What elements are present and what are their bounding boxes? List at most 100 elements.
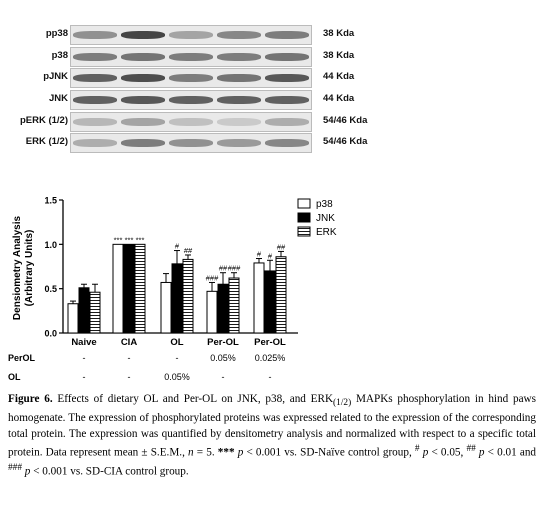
legend-label: ERK [316,227,337,238]
blot-label: ERK (1/2) [25,136,68,147]
bar-p38 [112,243,124,334]
caption-text-3: = 5. [193,446,218,459]
blot-band [73,74,117,82]
blot-label: pJNK [43,71,68,82]
significance-marker: ## [184,246,193,255]
caption-sup-3: ### [8,462,22,473]
y-tick-label: 0.5 [44,284,57,294]
blot-band [265,139,309,147]
blot-band [217,53,261,61]
blot-band [73,53,117,61]
caption-p1: p [234,446,244,459]
blot-band [265,53,309,61]
caption-text-4: < 0.001 vs. SD-Naïve control group, [243,446,415,459]
treatment-cell: - [176,353,179,363]
legend-swatch-erk [297,226,311,237]
bar-jnk [217,283,229,334]
bar-erk [228,277,240,334]
significance-marker: # [257,250,262,259]
blot-kda: 54/46 Kda [323,136,368,147]
bar-p38 [160,281,172,334]
treatment-cell: 0.025% [255,353,286,363]
blot-strip [70,47,312,67]
y-tick-label: 1.0 [44,240,57,250]
caption-stars: *** [217,446,235,459]
significance-marker: *** [114,235,123,244]
bar-jnk [123,243,135,334]
blot-band [217,139,261,147]
bar-erk [89,291,101,334]
x-category-label: Per-OL [254,337,286,348]
blot-label: pp38 [45,28,68,39]
significance-marker: ### [228,264,241,273]
bar-jnk [78,287,90,334]
blot-strip [70,68,312,88]
blot-band [121,139,165,147]
x-category-label: Per-OL [207,337,239,348]
blot-kda: 38 Kda [323,28,355,39]
caption-p4: p [22,465,31,478]
y-axis-label: Densiometry Analysis [12,216,23,321]
blot-band [73,31,117,39]
blot-band [169,139,213,147]
caption-n: n [188,446,194,459]
significance-marker: *** [125,235,134,244]
treatment-cell: - [128,372,131,382]
blot-band [169,53,213,61]
treatment-row-label: PerOL [8,353,36,363]
blot-band [265,96,309,104]
blot-band [217,31,261,39]
blot-label: p38 [51,50,68,61]
bar-p38 [206,290,218,334]
blot-band [73,139,117,147]
caption-text-2: MAPKs phosphorylation in hind paws homog… [8,393,536,459]
blot-strip [70,112,312,132]
caption-sup-1: # [414,443,420,454]
bar-erk [275,256,287,334]
plot-area: 0.0 0.5 1.0 1.5 Densiometry Analysis (Arbitra… [8,196,337,383]
caption-text-6: < 0.01 and [484,446,537,459]
caption-sup-2: ## [466,443,476,454]
bar-erk [134,243,146,334]
caption-p3: p [475,446,485,459]
treatment-cell: - [83,353,86,363]
blot-band [169,96,213,104]
blot-strip [70,25,312,45]
x-category-label: Naive [71,337,96,348]
caption-text-7: < 0.001 vs. SD-CIA control group. [30,465,189,478]
legend-label: JNK [316,213,335,224]
x-category-label: CIA [121,337,138,348]
blot-band [121,31,165,39]
blot-kda: 54/46 Kda [323,115,368,126]
blot-label: pERK (1/2) [19,115,68,126]
blot-band [73,118,117,126]
treatment-cell: 0.05% [210,353,236,363]
blot-band [121,74,165,82]
significance-marker: ## [219,264,228,273]
y-tick-label: 1.5 [44,196,57,206]
significance-marker: ## [277,242,286,251]
figure-label: Figure 6. [8,393,53,405]
legend-swatch-jnk [297,212,311,223]
blot-band [121,118,165,126]
caption-subscript: (1/2) [333,398,352,409]
treatment-cell: 0.05% [164,372,190,382]
blot-strip [70,133,312,153]
blot-kda: 38 Kda [323,50,355,61]
treatment-cell: - [128,353,131,363]
blot-band [169,31,213,39]
treatment-cell: - [269,372,272,382]
significance-marker: *** [136,235,145,244]
significance-marker: ### [206,273,219,282]
bar-jnk [264,270,276,334]
bar-jnk [171,263,183,334]
figure-caption: Figure 6. Effects of dietary OL and Per-… [8,392,536,480]
blot-band [217,96,261,104]
blot-band [265,118,309,126]
blot-strip [70,90,312,110]
blot-band [217,118,261,126]
blot-band [169,118,213,126]
blot-label: JNK [48,93,68,104]
blot-kda: 44 Kda [323,93,355,104]
blot-band [169,74,213,82]
